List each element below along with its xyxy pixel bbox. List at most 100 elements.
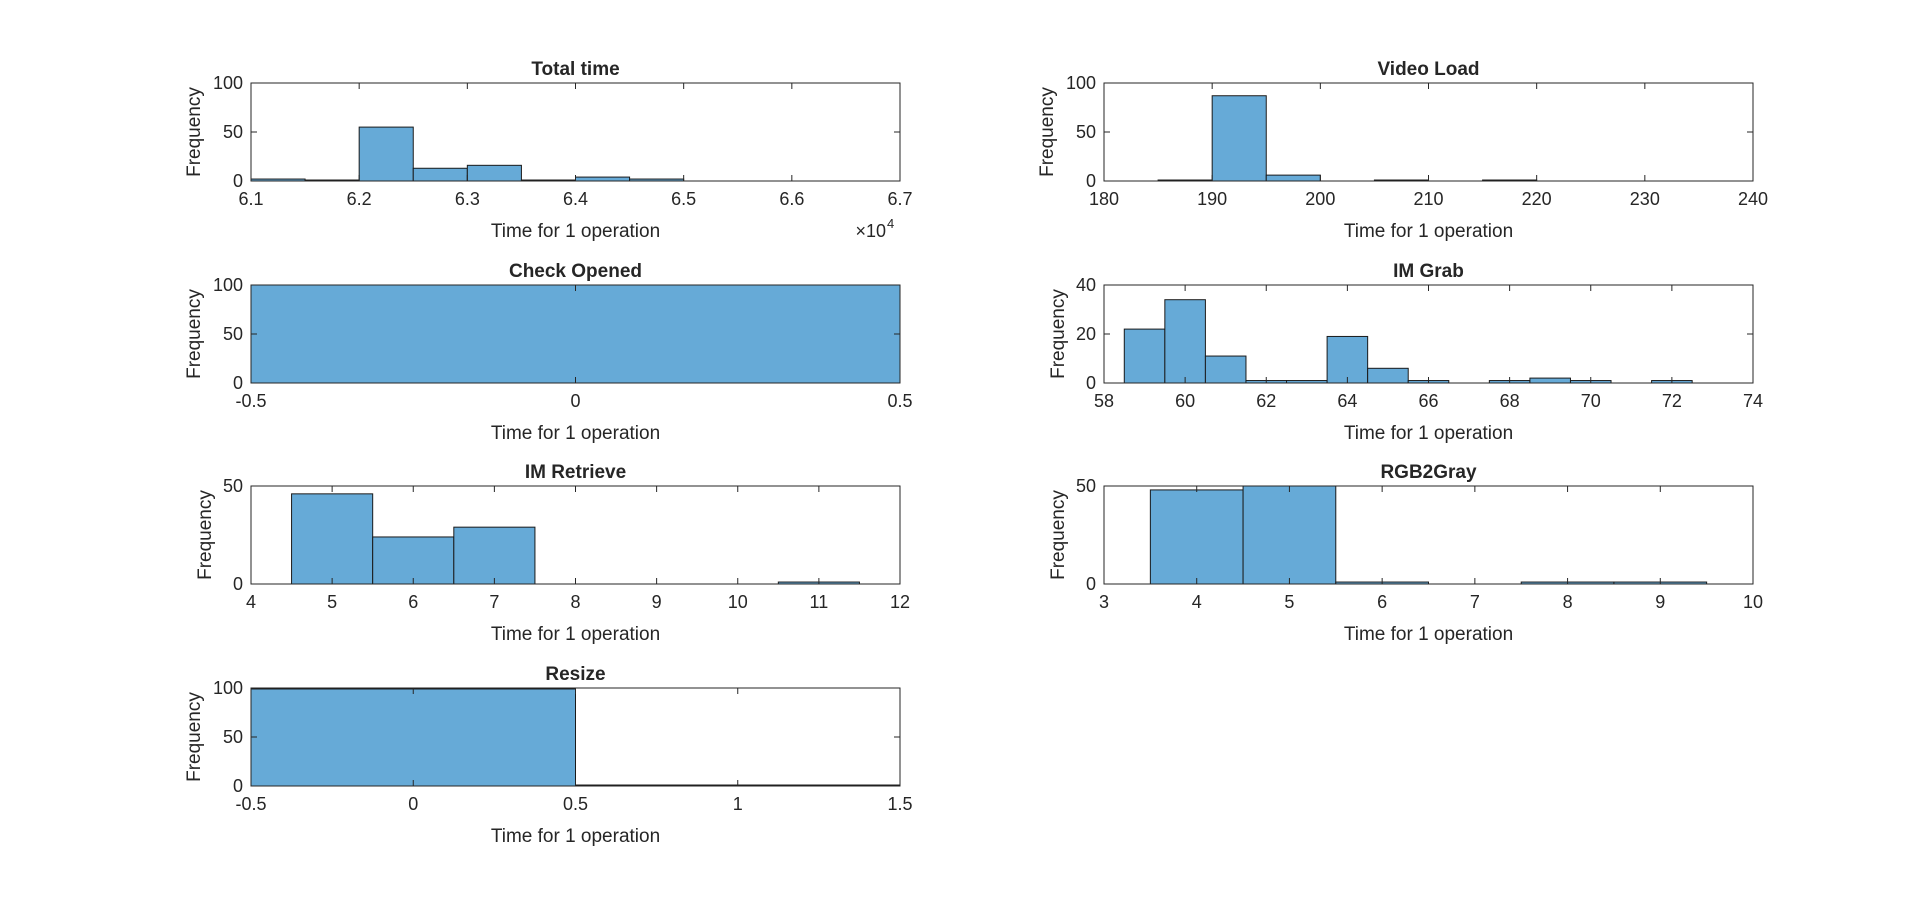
- subplot-title: Video Load: [1377, 59, 1479, 80]
- x-axis-label: Time for 1 operation: [491, 826, 660, 847]
- y-tick-label: 50: [1076, 476, 1096, 496]
- x-tick-label: 190: [1197, 189, 1227, 209]
- histogram-bar: [1265, 174, 1321, 182]
- x-tick-label: 210: [1413, 189, 1443, 209]
- x-tick-label: 6.7: [887, 189, 912, 209]
- y-tick-label: 0: [233, 574, 243, 594]
- x-tick-label: -0.5: [235, 391, 266, 411]
- x-tick-label: 6.5: [671, 189, 696, 209]
- x-exponent-label: ×10: [855, 221, 886, 241]
- x-tick-label: -0.5: [235, 794, 266, 814]
- y-axis-label: Frequency: [184, 692, 205, 782]
- x-axis-label: Time for 1 operation: [1344, 624, 1513, 645]
- x-tick-label: 3: [1099, 592, 1109, 612]
- x-tick-label: 8: [570, 592, 580, 612]
- x-tick-label: 7: [1470, 592, 1480, 612]
- y-tick-label: 50: [223, 324, 243, 344]
- subplot-1: 6.1 6.2 6.3 6.4 6.5 6.6 6.7 0 50 100 Total time Tim…: [184, 59, 913, 242]
- x-tick-label: 68: [1500, 391, 1520, 411]
- histogram-bar: [372, 536, 455, 585]
- x-exponent-power: 4: [887, 216, 894, 231]
- x-tick-label: 7: [489, 592, 499, 612]
- x-tick-label: 1: [733, 794, 743, 814]
- subplot-4: 58 60 62 64 66 68 70 72 74 0 20 40 IM Grab Time for 1…: [1048, 261, 1763, 444]
- x-tick-label: 11: [810, 592, 829, 612]
- y-tick-label: 0: [1086, 171, 1096, 191]
- x-tick-label: 5: [1284, 592, 1294, 612]
- y-tick-label: 0: [233, 373, 243, 393]
- subplot-title: Total time: [531, 59, 619, 80]
- x-tick-label: 62: [1256, 391, 1276, 411]
- x-tick-label: 6.4: [563, 189, 588, 209]
- histogram-bar: [575, 176, 631, 182]
- axes-box: [1103, 485, 1754, 585]
- histogram-bar: [291, 493, 374, 585]
- histogram-bar: [1367, 367, 1409, 384]
- x-tick-label: 9: [652, 592, 662, 612]
- subplot-title: RGB2Gray: [1380, 462, 1477, 483]
- x-tick-label: 4: [246, 592, 256, 612]
- histogram-bar: [1164, 299, 1206, 384]
- y-tick-label: 40: [1076, 275, 1096, 295]
- x-tick-label: 0.5: [887, 391, 912, 411]
- subplot-title: Check Opened: [509, 261, 642, 282]
- y-tick-label: 100: [1066, 73, 1096, 93]
- x-tick-label: 10: [728, 592, 748, 612]
- histogram-bar: [1326, 335, 1369, 384]
- histogram-bar: [1123, 328, 1166, 384]
- x-tick-label: 6.2: [347, 189, 372, 209]
- y-axis-label: Frequency: [184, 289, 205, 379]
- subplot-title: IM Retrieve: [525, 462, 626, 483]
- y-tick-label: 100: [213, 678, 243, 698]
- x-tick-label: 10: [1743, 592, 1763, 612]
- x-tick-label: 6: [408, 592, 418, 612]
- histogram-bar: [250, 688, 576, 787]
- histogram-bar: [412, 167, 468, 182]
- histogram-bar: [250, 284, 901, 384]
- x-tick-label: 72: [1662, 391, 1682, 411]
- x-axis-label: Time for 1 operation: [491, 221, 660, 242]
- y-tick-label: 0: [233, 776, 243, 796]
- x-tick-label: 6.3: [455, 189, 480, 209]
- x-tick-label: 180: [1089, 189, 1119, 209]
- x-tick-label: 70: [1581, 391, 1601, 411]
- x-tick-label: 9: [1655, 592, 1665, 612]
- x-axis-label: Time for 1 operation: [491, 624, 660, 645]
- x-axis-label: Time for 1 operation: [1344, 423, 1513, 444]
- x-tick-label: 240: [1738, 189, 1768, 209]
- y-tick-label: 50: [223, 122, 243, 142]
- x-tick-label: 60: [1175, 391, 1195, 411]
- y-tick-label: 0: [233, 171, 243, 191]
- x-tick-label: 74: [1743, 391, 1763, 411]
- y-tick-label: 50: [223, 476, 243, 496]
- x-tick-label: 6.1: [238, 189, 263, 209]
- subplot-title: Resize: [545, 664, 605, 685]
- x-tick-label: 5: [327, 592, 337, 612]
- histogram-bar: [1529, 377, 1571, 384]
- x-tick-label: 220: [1522, 189, 1552, 209]
- y-axis-label: Frequency: [1048, 490, 1069, 580]
- x-tick-label: 0.5: [563, 794, 588, 814]
- subplot-2: 180 190 200 210 220 230 240 0 50 100 Video Load Tim…: [1037, 59, 1768, 242]
- x-tick-label: 1.5: [887, 794, 912, 814]
- y-tick-label: 0: [1086, 574, 1096, 594]
- x-tick-label: 200: [1305, 189, 1335, 209]
- x-axis-label: Time for 1 operation: [491, 423, 660, 444]
- subplot-6: 3 4 5 6 7 8 9 10 0 50 RGB2Gray Time for 1 operation…: [1048, 462, 1763, 645]
- x-tick-label: 6: [1377, 592, 1387, 612]
- axes-box: [1103, 82, 1754, 182]
- histogram-bar: [466, 164, 522, 182]
- y-tick-label: 100: [213, 73, 243, 93]
- histogram-bar: [1149, 489, 1244, 585]
- y-axis-label: Frequency: [1048, 289, 1069, 379]
- y-tick-label: 50: [223, 727, 243, 747]
- subplot-title: IM Grab: [1393, 261, 1464, 282]
- histogram-bar: [1242, 485, 1337, 585]
- x-axis-label: Time for 1 operation: [1344, 221, 1513, 242]
- y-axis-label: Frequency: [195, 490, 216, 580]
- histogram-bar: [453, 526, 536, 585]
